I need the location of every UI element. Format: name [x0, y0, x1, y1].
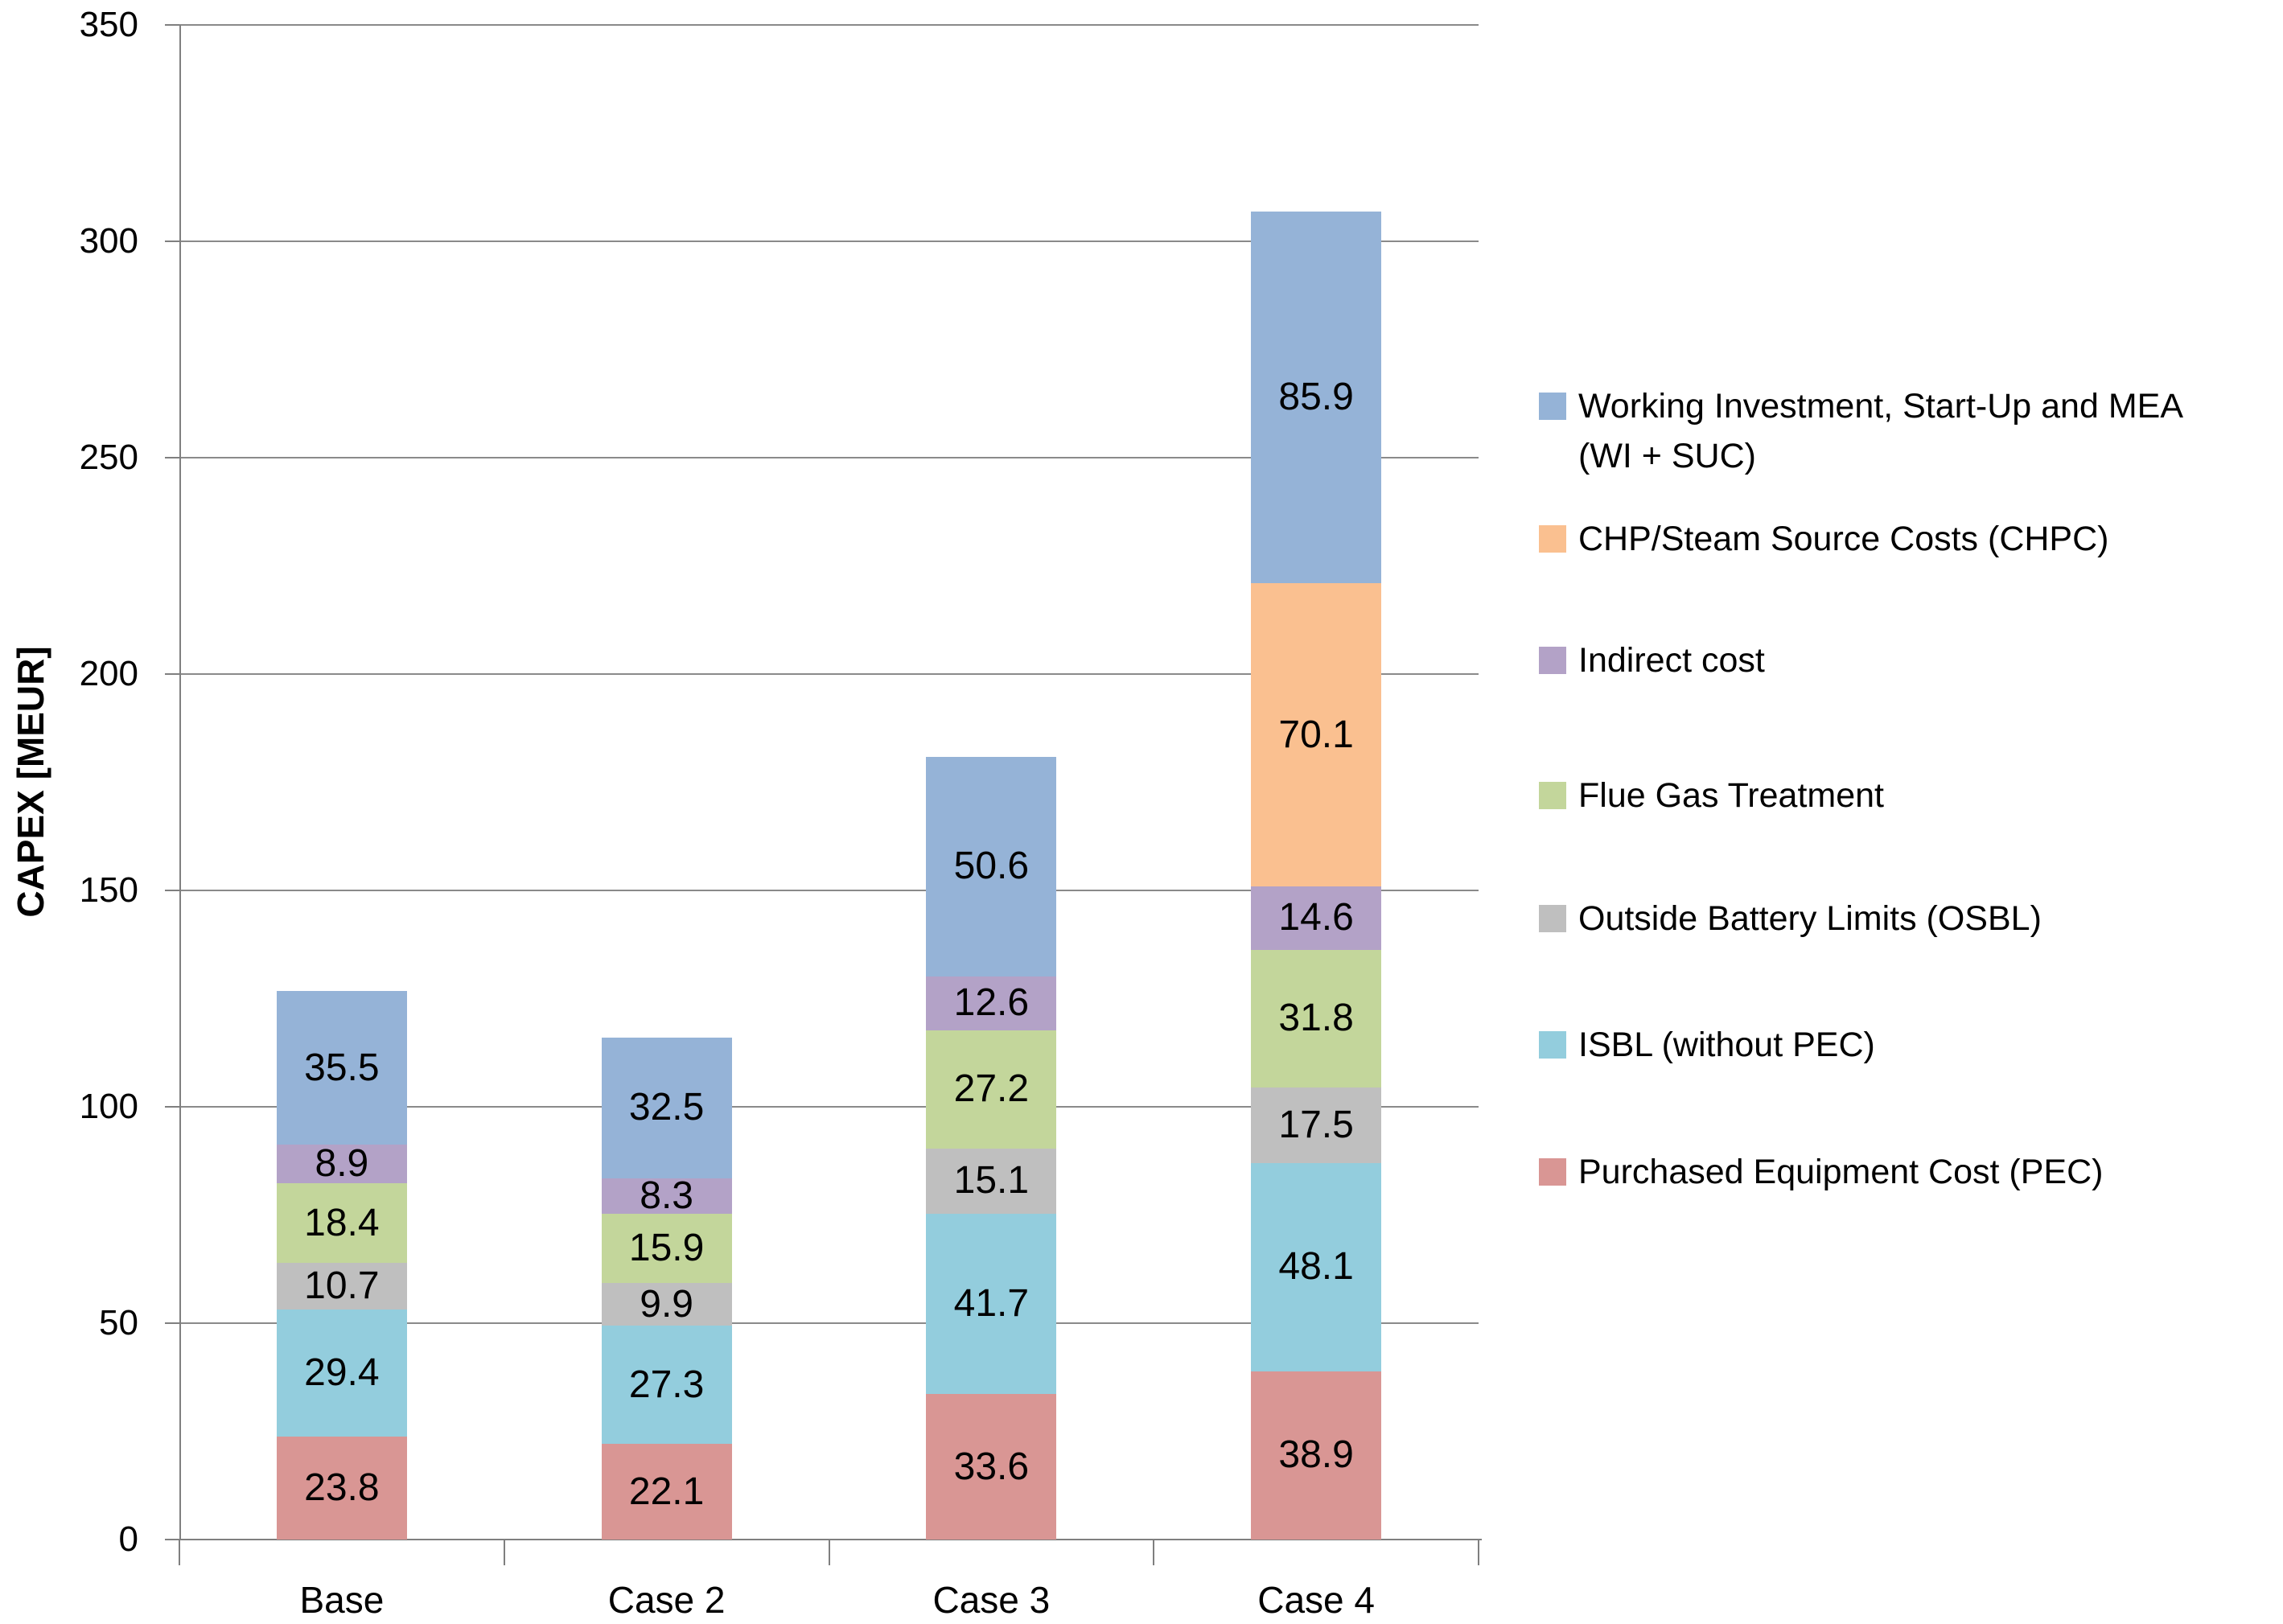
- x-axis-tick: [1478, 1540, 1479, 1565]
- y-axis-tick-label: 300: [79, 221, 138, 261]
- legend-label: ISBL (without PEC): [1578, 1026, 1875, 1064]
- x-axis-tick: [179, 1540, 180, 1565]
- gridline: [179, 241, 1479, 242]
- segment-value-label: 85.9: [1278, 375, 1354, 418]
- legend-swatch-chp-steam-source-costs-chpc: [1539, 525, 1566, 553]
- segment-isbl-without-pec: 27.3: [601, 1326, 732, 1445]
- segment-working-investment-start-up-and-mea-wi-suc: 85.9: [1251, 211, 1382, 584]
- segment-indirect-cost: 8.3: [601, 1174, 732, 1218]
- x-category-label: Case 3: [932, 1579, 1051, 1621]
- segment-isbl-without-pec: 48.1: [1251, 1162, 1382, 1371]
- segment-value-label: 38.9: [1278, 1433, 1354, 1477]
- segment-value-label: 70.1: [1278, 713, 1354, 756]
- legend-swatch-isbl-without-pec: [1539, 1031, 1566, 1059]
- segment-purchased-equipment-cost-pec: 23.8: [276, 1436, 407, 1540]
- segment-flue-gas-treatment: 18.4: [276, 1183, 407, 1264]
- y-axis-tick-label: 150: [79, 870, 138, 910]
- legend-label: Indirect cost: [1578, 641, 1765, 680]
- y-axis-tick-label: 350: [79, 5, 138, 44]
- gridline: [179, 890, 1479, 891]
- segment-value-label: 22.1: [628, 1470, 705, 1513]
- legend-swatch-flue-gas-treatment: [1539, 782, 1566, 809]
- segment-working-investment-start-up-and-mea-wi-suc: 32.5: [601, 1037, 732, 1178]
- x-category-label: Case 4: [1257, 1579, 1375, 1621]
- gridline: [179, 1106, 1479, 1108]
- segment-value-label: 27.2: [953, 1067, 1030, 1111]
- y-axis-tick: [165, 673, 179, 675]
- gridline: [179, 673, 1479, 675]
- legend-label: Working Investment, Start-Up and MEA: [1578, 387, 2183, 426]
- segment-value-label: 9.9: [640, 1282, 693, 1326]
- segment-flue-gas-treatment: 31.8: [1251, 949, 1382, 1087]
- legend-swatch-purchased-equipment-cost-pec: [1539, 1158, 1566, 1186]
- segment-outside-battery-limits-osbl: 15.1: [926, 1148, 1057, 1214]
- segment-value-label: 14.6: [1278, 896, 1354, 939]
- legend-label: (WI + SUC): [1578, 437, 1756, 475]
- segment-purchased-equipment-cost-pec: 38.9: [1251, 1371, 1382, 1540]
- segment-value-label: 8.9: [315, 1142, 369, 1186]
- y-axis-line: [179, 25, 181, 1540]
- x-axis-tick: [503, 1540, 505, 1565]
- x-category-label: Base: [299, 1579, 385, 1621]
- segment-isbl-without-pec: 29.4: [276, 1309, 407, 1437]
- segment-isbl-without-pec: 41.7: [926, 1213, 1057, 1395]
- y-axis-tick-label: 50: [99, 1303, 138, 1342]
- y-axis-tick: [165, 241, 179, 242]
- segment-outside-battery-limits-osbl: 17.5: [1251, 1087, 1382, 1163]
- segment-value-label: 15.1: [953, 1159, 1030, 1203]
- segment-chp-steam-source-costs-chpc: 70.1: [1251, 583, 1382, 887]
- segment-value-label: 17.5: [1278, 1103, 1354, 1146]
- segment-value-label: 35.5: [304, 1046, 380, 1089]
- segment-value-label: 41.7: [953, 1282, 1030, 1326]
- y-axis-tick: [165, 1322, 179, 1324]
- y-axis-tick-label: 0: [118, 1519, 138, 1559]
- segment-outside-battery-limits-osbl: 10.7: [276, 1263, 407, 1309]
- segment-working-investment-start-up-and-mea-wi-suc: 50.6: [926, 757, 1057, 976]
- segment-value-label: 27.3: [628, 1363, 705, 1406]
- y-axis-tick: [165, 457, 179, 458]
- segment-value-label: 10.7: [304, 1264, 380, 1307]
- legend-swatch-indirect-cost: [1539, 647, 1566, 674]
- segment-purchased-equipment-cost-pec: 22.1: [601, 1444, 732, 1540]
- segment-purchased-equipment-cost-pec: 33.6: [926, 1394, 1057, 1540]
- segment-value-label: 31.8: [1278, 997, 1354, 1040]
- x-axis-line: [165, 1539, 1482, 1540]
- segment-value-label: 29.4: [304, 1351, 380, 1394]
- segment-value-label: 33.6: [953, 1445, 1030, 1488]
- y-axis-tick: [165, 890, 179, 891]
- y-axis-tick-label: 200: [79, 654, 138, 693]
- segment-indirect-cost: 12.6: [926, 976, 1057, 1031]
- segment-value-label: 8.3: [640, 1174, 693, 1218]
- segment-working-investment-start-up-and-mea-wi-suc: 35.5: [276, 991, 407, 1145]
- segment-value-label: 32.5: [628, 1086, 705, 1129]
- legend-label: Flue Gas Treatment: [1578, 776, 1884, 815]
- y-axis-tick: [165, 24, 179, 26]
- x-axis-tick: [828, 1540, 830, 1565]
- legend-swatch-working-investment-start-up-and-mea: [1539, 393, 1566, 420]
- legend-label: Outside Battery Limits (OSBL): [1578, 899, 2042, 938]
- segment-value-label: 18.4: [304, 1201, 380, 1244]
- segment-indirect-cost: 14.6: [1251, 886, 1382, 950]
- segment-value-label: 50.6: [953, 845, 1030, 888]
- segment-flue-gas-treatment: 15.9: [601, 1214, 732, 1283]
- segment-outside-battery-limits-osbl: 9.9: [601, 1282, 732, 1326]
- segment-value-label: 23.8: [304, 1466, 380, 1509]
- segment-value-label: 12.6: [953, 981, 1030, 1025]
- gridline: [179, 24, 1479, 26]
- gridline: [179, 1322, 1479, 1324]
- legend-swatch-outside-battery-limits-osbl: [1539, 905, 1566, 932]
- x-category-label: Case 2: [607, 1579, 726, 1621]
- gridline: [179, 457, 1479, 458]
- segment-indirect-cost: 8.9: [276, 1142, 407, 1186]
- y-axis-tick: [165, 1106, 179, 1108]
- segment-flue-gas-treatment: 27.2: [926, 1030, 1057, 1149]
- legend-label: CHP/Steam Source Costs (CHPC): [1578, 520, 2109, 558]
- segment-value-label: 48.1: [1278, 1245, 1354, 1289]
- segment-value-label: 15.9: [628, 1227, 705, 1270]
- x-axis-tick: [1153, 1540, 1155, 1565]
- y-axis-tick-label: 100: [79, 1087, 138, 1126]
- legend-label: Purchased Equipment Cost (PEC): [1578, 1153, 2104, 1191]
- y-axis-tick-label: 250: [79, 438, 138, 477]
